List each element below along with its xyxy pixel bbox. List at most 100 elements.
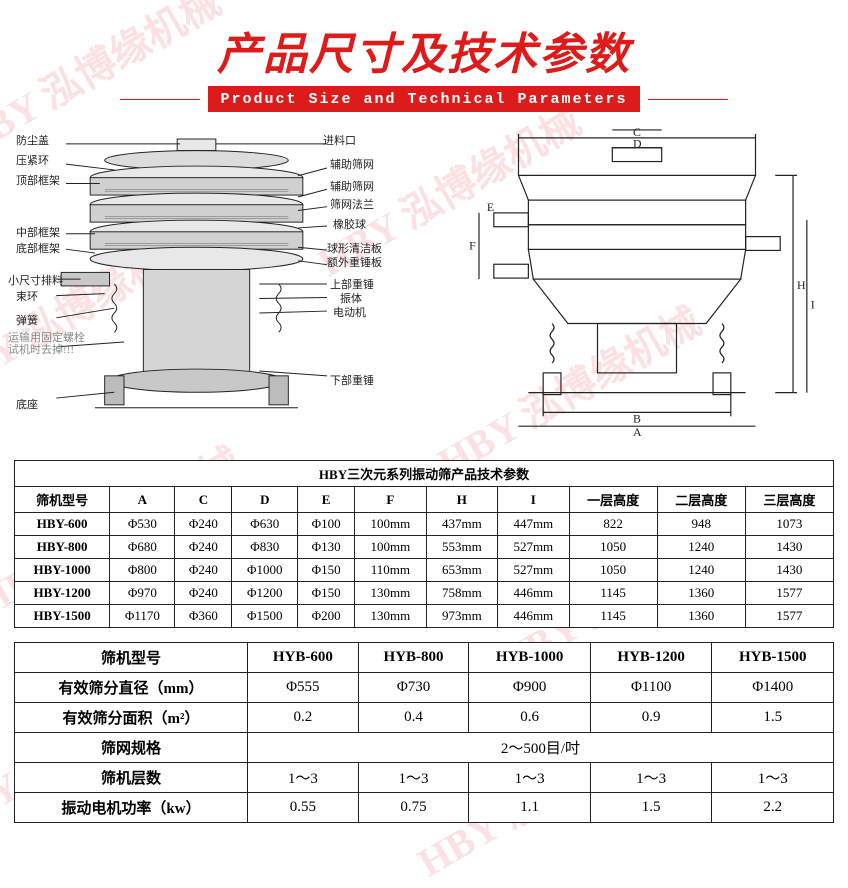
t1-col: 三层高度 <box>745 487 833 513</box>
row-label: 筛网规格 <box>15 733 248 763</box>
table-cell: 100mm <box>355 513 426 536</box>
t1-title: HBY三次元系列振动筛产品技术参数 <box>15 461 834 487</box>
table-cell: Φ680 <box>110 536 175 559</box>
row-label: 筛机层数 <box>15 763 248 793</box>
label-shipbolt: 运输用固定螺栓试机时去掉!!! <box>8 332 85 356</box>
dim-h: H <box>797 278 806 292</box>
t2-col: HYB-1200 <box>590 643 712 673</box>
spec-table-1: HBY三次元系列振动筛产品技术参数 筛机型号 A C D E F H I 一层高… <box>14 460 834 628</box>
table-cell: 973mm <box>426 605 497 628</box>
table-row: HBY-1200Φ970Φ240Φ1200Φ150130mm758mm446mm… <box>15 582 834 605</box>
row-label: 有效筛分面积（m²） <box>15 703 248 733</box>
table-row: 有效筛分直径（mm）Φ555Φ730Φ900Φ1100Φ1400 <box>15 673 834 703</box>
title-block: 产品尺寸及技术参数 Product Size and Technical Par… <box>0 0 848 112</box>
table-row: 筛网规格2～500目/吋 <box>15 733 834 763</box>
table-cell: 527mm <box>498 536 569 559</box>
table-cell: 1050 <box>569 536 657 559</box>
t1-col: 筛机型号 <box>15 487 110 513</box>
table-cell: Φ830 <box>232 536 298 559</box>
dim-f: F <box>469 238 476 252</box>
table-cell: Φ150 <box>298 559 355 582</box>
table-cell: Φ1500 <box>232 605 298 628</box>
table-cell: 0.2 <box>247 703 358 733</box>
table-cell: 758mm <box>426 582 497 605</box>
label-motor: 电动机 <box>333 304 366 320</box>
table-row: HBY-1000Φ800Φ240Φ1000Φ150110mm653mm527mm… <box>15 559 834 582</box>
dim-b: B <box>633 411 641 425</box>
table-cell: Φ1400 <box>712 673 834 703</box>
label-inlet: 进料口 <box>323 132 356 148</box>
table-cell: Φ100 <box>298 513 355 536</box>
diagram-row: 防尘盖 压紧环 顶部框架 中部框架 底部框架 小尺寸排料 束环 弹簧 运输用固定… <box>0 112 848 452</box>
table-cell: 1145 <box>569 605 657 628</box>
label-auxscreen1: 辅助筛网 <box>330 156 374 172</box>
table-cell: 1050 <box>569 559 657 582</box>
label-dustcover: 防尘盖 <box>16 132 49 148</box>
table-cell: HBY-1500 <box>15 605 110 628</box>
table-cell: 1430 <box>745 536 833 559</box>
table-cell: Φ1100 <box>590 673 712 703</box>
table-cell: Φ800 <box>110 559 175 582</box>
table-cell: 0.55 <box>247 793 358 823</box>
t1-header-row: 筛机型号 A C D E F H I 一层高度 二层高度 三层高度 <box>15 487 834 513</box>
label-topframe: 顶部框架 <box>16 172 60 188</box>
label-auxscreen2: 辅助筛网 <box>330 178 374 194</box>
title-english-wrap: Product Size and Technical Parameters <box>208 86 639 112</box>
t2-col: HYB-800 <box>358 643 469 673</box>
table-cell: HBY-1200 <box>15 582 110 605</box>
t1-col: D <box>232 487 298 513</box>
table-cell: 1073 <box>745 513 833 536</box>
label-bandring: 束环 <box>16 288 38 304</box>
table-cell: Φ1000 <box>232 559 298 582</box>
table-row: 筛机层数1～31～31～31～31～3 <box>15 763 834 793</box>
table-cell: 822 <box>569 513 657 536</box>
table-cell: 948 <box>657 513 745 536</box>
table-cell: 1430 <box>745 559 833 582</box>
t2-col: HYB-600 <box>247 643 358 673</box>
table-cell: 437mm <box>426 513 497 536</box>
table-cell: 653mm <box>426 559 497 582</box>
table-cell: Φ900 <box>469 673 591 703</box>
table-cell: 2～500目/吋 <box>247 733 833 763</box>
diagram-labeled: 防尘盖 压紧环 顶部框架 中部框架 底部框架 小尺寸排料 束环 弹簧 运输用固定… <box>8 126 414 442</box>
table-cell: 100mm <box>355 536 426 559</box>
label-botframe: 底部框架 <box>16 240 60 256</box>
t1-col: 一层高度 <box>569 487 657 513</box>
label-midframe: 中部框架 <box>16 224 60 240</box>
table-cell: 1～3 <box>469 763 591 793</box>
table-cell: 1～3 <box>358 763 469 793</box>
table-cell: Φ240 <box>175 582 232 605</box>
table-cell: HBY-600 <box>15 513 110 536</box>
table-cell: Φ970 <box>110 582 175 605</box>
table-cell: Φ240 <box>175 536 232 559</box>
table-cell: 1577 <box>745 605 833 628</box>
t2-header-row: 筛机型号 HYB-600 HYB-800 HYB-1000 HYB-1200 H… <box>15 643 834 673</box>
label-clampring: 压紧环 <box>16 152 49 168</box>
table-cell: Φ240 <box>175 559 232 582</box>
t2-col: HYB-1000 <box>469 643 591 673</box>
table-cell: 1577 <box>745 582 833 605</box>
table-cell: Φ555 <box>247 673 358 703</box>
table-cell: 0.9 <box>590 703 712 733</box>
table-cell: 1240 <box>657 536 745 559</box>
label-extraweight: 额外重锤板 <box>327 254 382 270</box>
t1-col: A <box>110 487 175 513</box>
table-cell: 1.5 <box>712 703 834 733</box>
dim-e: E <box>487 200 494 214</box>
dim-a: A <box>633 425 642 439</box>
table-row: HBY-1500Φ1170Φ360Φ1500Φ200130mm973mm446m… <box>15 605 834 628</box>
title-chinese: 产品尺寸及技术参数 <box>0 18 848 82</box>
t1-col: F <box>355 487 426 513</box>
label-discharge: 小尺寸排料 <box>8 272 63 288</box>
dim-i: I <box>811 298 815 312</box>
t2-col: HYB-1500 <box>712 643 834 673</box>
table-cell: Φ240 <box>175 513 232 536</box>
table-cell: 446mm <box>498 605 569 628</box>
table-cell: Φ130 <box>298 536 355 559</box>
table-cell: Φ1200 <box>232 582 298 605</box>
table-cell: 446mm <box>498 582 569 605</box>
table-cell: 0.6 <box>469 703 591 733</box>
diagram-dimensions: C D B A H I F E <box>434 126 840 442</box>
table-cell: HBY-800 <box>15 536 110 559</box>
table-cell: 1.1 <box>469 793 591 823</box>
